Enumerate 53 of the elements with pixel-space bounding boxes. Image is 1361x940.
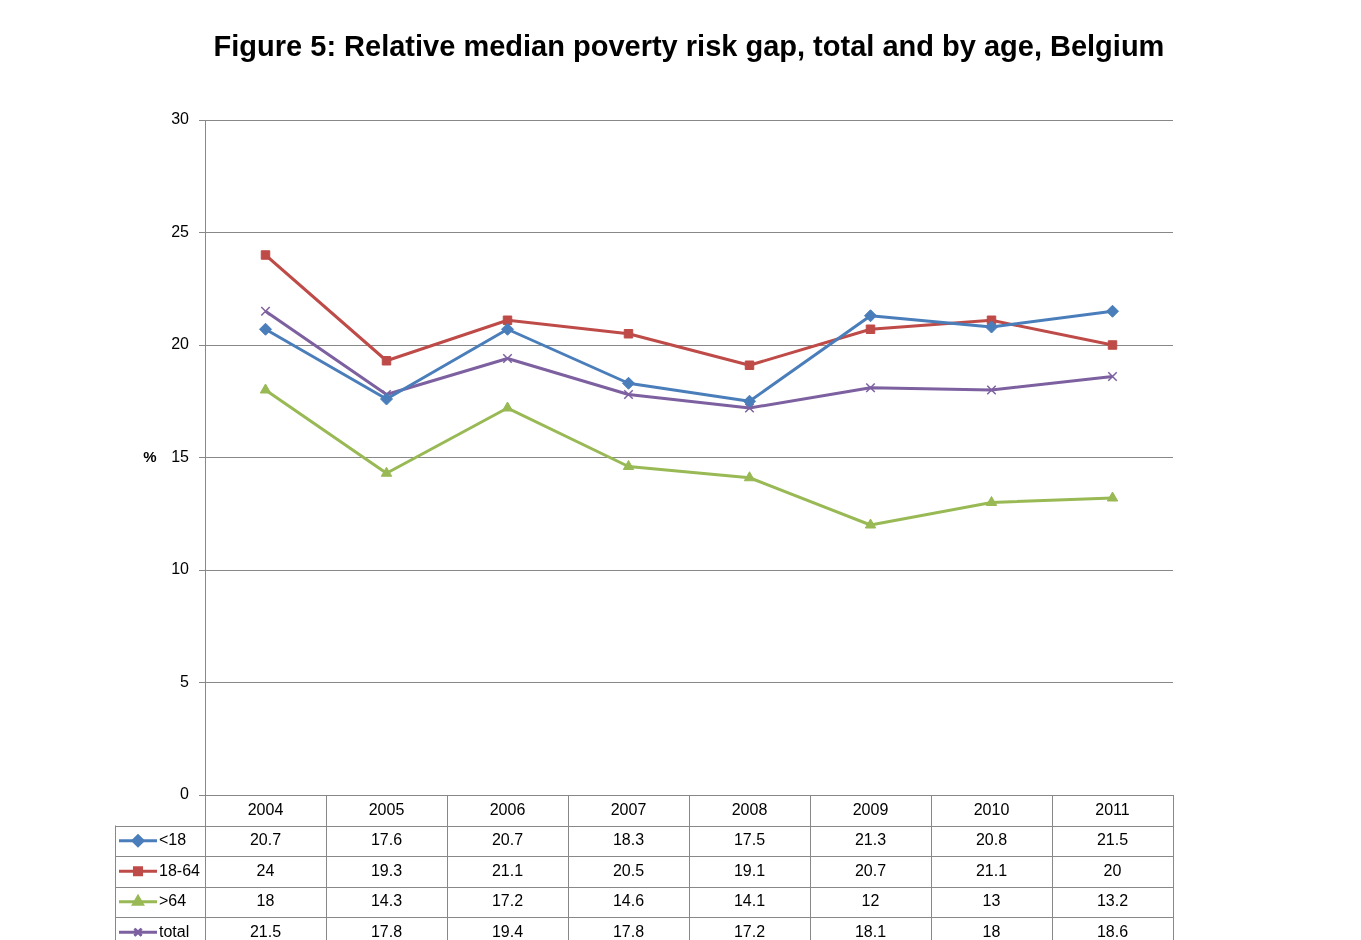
data-label: 19.4: [491, 922, 524, 940]
legend-label: 18-64: [159, 861, 201, 879]
legend-label: total: [159, 922, 190, 940]
y-tick-label: 25: [171, 222, 190, 240]
y-axis-title: %: [143, 447, 157, 465]
data-label: 21.3: [854, 831, 887, 849]
data-label: 18: [982, 922, 1001, 940]
data-label: 13.2: [1096, 892, 1129, 910]
data-label: 17.5: [733, 831, 766, 849]
data-label: 17.6: [370, 831, 403, 849]
x-tick-label: 2005: [368, 800, 405, 818]
data-label: 17.8: [612, 922, 645, 940]
data-label: 18.6: [1096, 922, 1129, 940]
data-label: 21.1: [491, 861, 524, 879]
x-tick-label: 2006: [489, 800, 526, 818]
legend-label: >64: [159, 892, 187, 910]
data-label: 17.8: [370, 922, 403, 940]
x-tick-label: 2009: [852, 800, 889, 818]
data-label: 18: [256, 892, 275, 910]
data-label: 12: [861, 892, 880, 910]
y-tick-label: 0: [180, 785, 190, 803]
data-label: 14.1: [733, 892, 766, 910]
data-label: 20.8: [975, 831, 1008, 849]
data-label: 20: [1103, 861, 1122, 879]
data-label: 21.5: [249, 922, 282, 940]
y-tick-label: 30: [171, 110, 190, 128]
data-label: 21.5: [1096, 831, 1129, 849]
y-tick-label: 10: [171, 560, 190, 578]
y-tick-label: 5: [180, 672, 190, 690]
data-label: 14.3: [370, 892, 403, 910]
y-tick-label: 15: [171, 447, 190, 465]
data-label: 20.7: [249, 831, 282, 849]
x-tick-label: 2007: [610, 800, 647, 818]
data-label: 17.2: [733, 922, 766, 940]
x-tick-label: 2004: [247, 800, 284, 818]
data-label: 21.1: [975, 861, 1008, 879]
x-tick-label: 2010: [973, 800, 1010, 818]
x-tick-label: 2008: [731, 800, 768, 818]
data-label: 19.1: [733, 861, 766, 879]
data-label: 14.6: [612, 892, 645, 910]
data-label: 18.3: [612, 831, 645, 849]
data-label: 13: [982, 892, 1001, 910]
legend-label: <18: [159, 831, 187, 849]
data-label: 19.3: [370, 861, 403, 879]
data-label: 20.5: [612, 861, 645, 879]
data-label: 24: [256, 861, 275, 879]
data-label: 17.2: [491, 892, 524, 910]
y-tick-label: 20: [171, 335, 190, 353]
data-label: 18.1: [854, 922, 887, 940]
data-label: 20.7: [854, 861, 887, 879]
chart-title: Figure 5: Relative median poverty risk gap, total and by age, Belgium: [213, 30, 1165, 62]
x-tick-label: 2011: [1095, 800, 1130, 818]
data-label: 20.7: [491, 831, 524, 849]
